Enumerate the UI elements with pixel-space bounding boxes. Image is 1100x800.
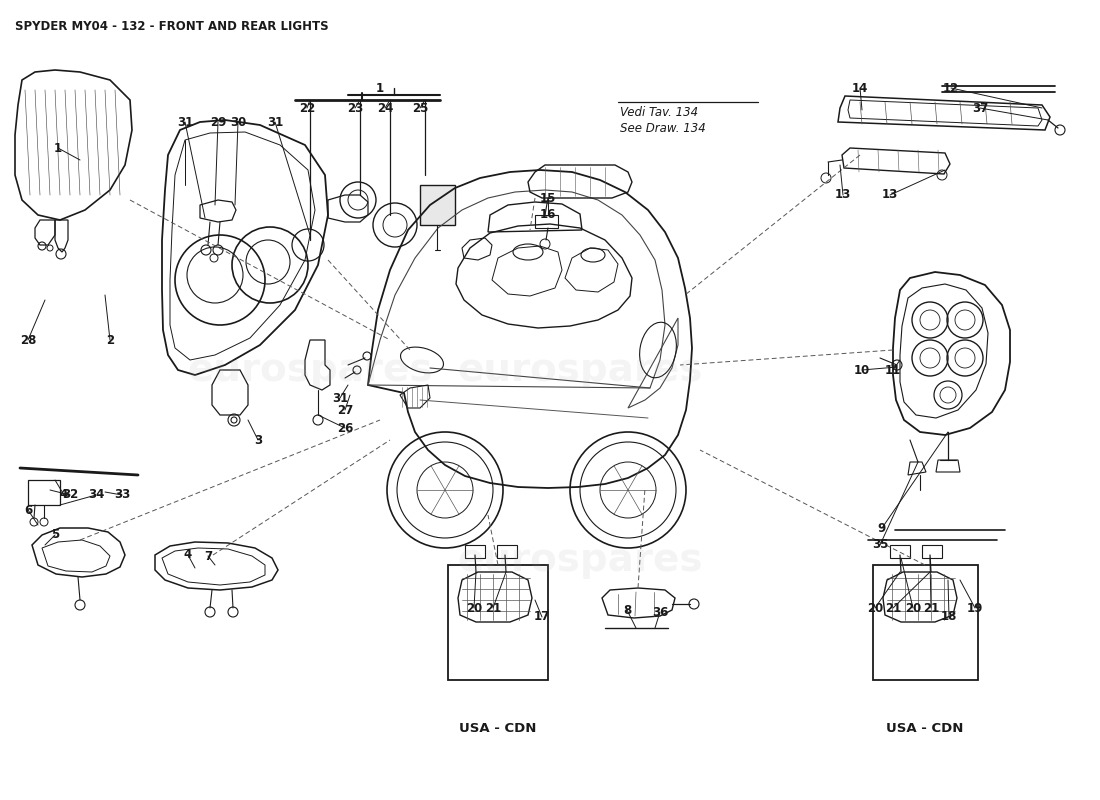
Text: 25: 25 (411, 102, 428, 114)
Text: 37: 37 (972, 102, 988, 114)
Text: 1: 1 (376, 82, 384, 94)
Text: 18: 18 (940, 610, 957, 623)
Text: USA - CDN: USA - CDN (460, 722, 537, 734)
Text: 22: 22 (299, 102, 315, 114)
Text: 9: 9 (878, 522, 887, 534)
Text: 26: 26 (337, 422, 353, 434)
Text: 21: 21 (485, 602, 502, 614)
Text: 3: 3 (254, 434, 262, 446)
Text: 23: 23 (346, 102, 363, 114)
Text: 11: 11 (884, 363, 901, 377)
Text: 32: 32 (62, 489, 78, 502)
Text: Vedi Tav. 134: Vedi Tav. 134 (620, 106, 698, 118)
Text: SPYDER MY04 - 132 - FRONT AND REAR LIGHTS: SPYDER MY04 - 132 - FRONT AND REAR LIGHT… (15, 20, 329, 33)
Text: 6: 6 (24, 503, 32, 517)
Text: 33: 33 (114, 489, 130, 502)
Bar (420, 185, 455, 225)
Bar (448, 565, 548, 680)
Text: USA - CDN: USA - CDN (887, 722, 964, 734)
Text: 31: 31 (332, 391, 348, 405)
Text: 15: 15 (540, 191, 557, 205)
Text: 20: 20 (905, 602, 921, 614)
Text: 20: 20 (867, 602, 883, 614)
Text: eurospares: eurospares (187, 351, 432, 389)
Text: 31: 31 (267, 115, 283, 129)
Text: 24: 24 (377, 102, 393, 114)
Text: 13: 13 (835, 189, 851, 202)
Text: eurospares: eurospares (458, 541, 703, 579)
Text: 29: 29 (210, 115, 227, 129)
Text: 36: 36 (652, 606, 668, 618)
Text: 14: 14 (851, 82, 868, 94)
Text: 30: 30 (230, 115, 246, 129)
Text: 28: 28 (20, 334, 36, 346)
Text: 4: 4 (184, 549, 192, 562)
Text: 10: 10 (854, 363, 870, 377)
Text: 21: 21 (923, 602, 939, 614)
Text: 20: 20 (466, 602, 482, 614)
Text: 35: 35 (872, 538, 888, 551)
Bar (873, 565, 978, 680)
Text: 19: 19 (967, 602, 983, 614)
Bar (28, 480, 60, 505)
Text: 4: 4 (59, 489, 68, 502)
Text: See Draw. 134: See Draw. 134 (620, 122, 706, 134)
Text: 31: 31 (177, 115, 194, 129)
Text: 2: 2 (106, 334, 114, 346)
Text: 5: 5 (51, 529, 59, 542)
Text: 1: 1 (54, 142, 62, 154)
Text: 7: 7 (204, 550, 212, 562)
Text: 21: 21 (884, 602, 901, 614)
Text: 8: 8 (623, 603, 631, 617)
Text: 12: 12 (943, 82, 959, 94)
Text: 27: 27 (337, 403, 353, 417)
Text: 34: 34 (88, 489, 104, 502)
Text: 13: 13 (882, 189, 898, 202)
Text: 16: 16 (540, 209, 557, 222)
Text: eurospares: eurospares (458, 351, 703, 389)
Text: 17: 17 (534, 610, 550, 623)
